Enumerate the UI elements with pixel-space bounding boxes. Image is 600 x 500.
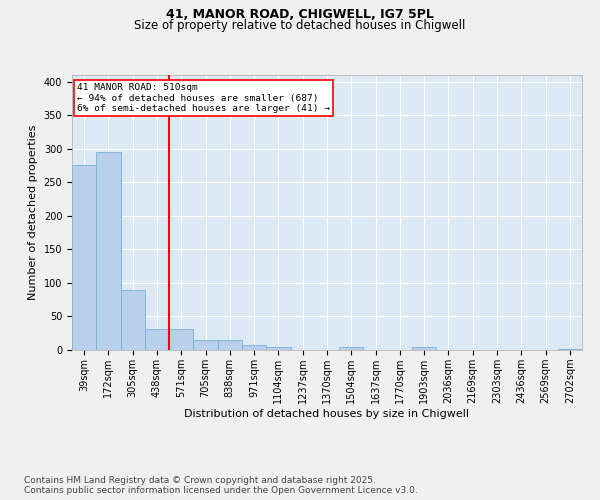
Bar: [96, 152, 121, 350]
Y-axis label: Number of detached properties: Number of detached properties: [28, 125, 38, 300]
Text: Size of property relative to detached houses in Chigwell: Size of property relative to detached ho…: [134, 18, 466, 32]
Bar: [193, 340, 218, 350]
Bar: [169, 328, 193, 350]
Text: 41 MANOR ROAD: 510sqm
← 94% of detached houses are smaller (687)
6% of semi-deta: 41 MANOR ROAD: 510sqm ← 94% of detached …: [77, 83, 330, 113]
Text: 41, MANOR ROAD, CHIGWELL, IG7 5PL: 41, MANOR ROAD, CHIGWELL, IG7 5PL: [166, 8, 434, 20]
Bar: [558, 348, 582, 350]
Bar: [218, 340, 242, 350]
Bar: [412, 346, 436, 350]
Bar: [339, 346, 364, 350]
Text: Contains HM Land Registry data © Crown copyright and database right 2025.
Contai: Contains HM Land Registry data © Crown c…: [24, 476, 418, 495]
Bar: [72, 165, 96, 350]
Bar: [242, 346, 266, 350]
Bar: [145, 328, 169, 350]
X-axis label: Distribution of detached houses by size in Chigwell: Distribution of detached houses by size …: [185, 409, 470, 419]
Bar: [266, 346, 290, 350]
Bar: [121, 290, 145, 350]
